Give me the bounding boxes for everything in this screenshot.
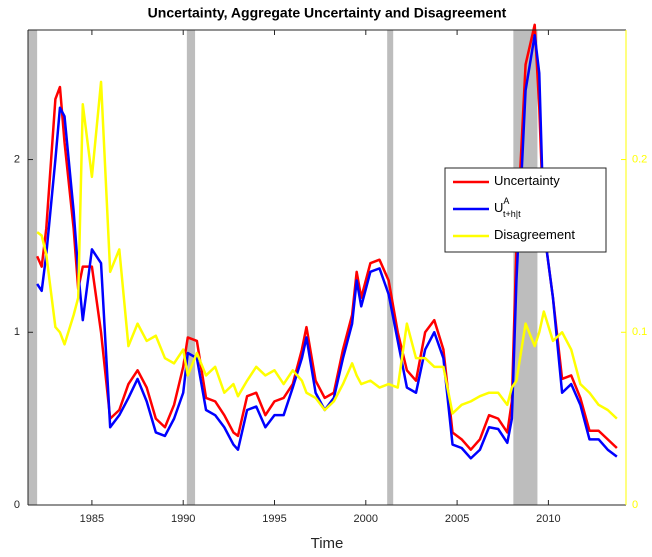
- x-axis-label: Time: [311, 535, 344, 552]
- shaded-period: [28, 30, 38, 505]
- y2-tick-label: 0.2: [632, 153, 647, 165]
- series-line: [36, 80, 618, 420]
- legend-label-sup: A: [503, 196, 509, 206]
- legend-label-text: Uncertainty: [494, 173, 560, 188]
- legend-label: Disagreement: [494, 227, 575, 242]
- y-tick-label: 2: [14, 153, 20, 165]
- y2-tick-label: 0: [632, 499, 638, 511]
- legend-label-sub: t+h|t: [503, 209, 521, 219]
- legend-label: UA t+h|t: [494, 196, 521, 219]
- legend: Uncertainty UA t+h|t Disagreement: [444, 167, 607, 253]
- x-tick-label: 1995: [262, 513, 286, 525]
- x-tick-label: 1990: [171, 513, 195, 525]
- chart-title: Uncertainty, Aggregate Uncertainty and D…: [148, 5, 507, 21]
- x-tick-label: 1985: [80, 513, 104, 525]
- x-tick-label: 2000: [354, 513, 378, 525]
- legend-label-text: Disagreement: [494, 227, 575, 242]
- shaded-period: [387, 30, 394, 505]
- y-tick-label: 1: [14, 326, 20, 338]
- y-tick-label: 0: [14, 499, 20, 511]
- legend-label: Uncertainty: [494, 173, 560, 188]
- x-tick-label: 2005: [445, 513, 469, 525]
- shaded-period: [186, 30, 196, 505]
- y2-tick-label: 0.1: [632, 326, 647, 338]
- legend-label-text: U: [494, 200, 503, 215]
- x-tick-label: 2010: [536, 513, 560, 525]
